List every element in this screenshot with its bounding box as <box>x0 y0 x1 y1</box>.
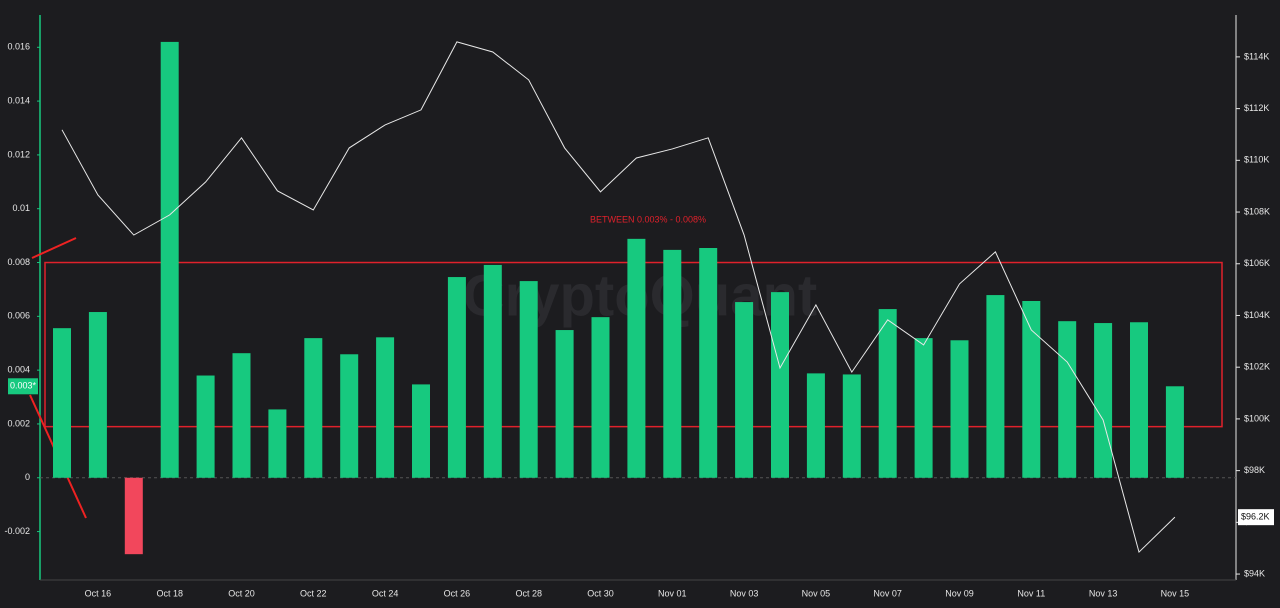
bar <box>806 373 825 478</box>
bar <box>627 238 646 478</box>
y2-tick-label: $106K <box>1244 258 1270 268</box>
x-tick-label: Nov 09 <box>945 588 974 598</box>
bar <box>268 409 287 478</box>
y-tick-label: 0.014 <box>7 95 30 105</box>
x-tick-label: Oct 26 <box>444 588 471 598</box>
bar <box>304 338 323 478</box>
x-tick-label: Nov 07 <box>873 588 902 598</box>
y2-tick-label: $110K <box>1244 155 1269 165</box>
y-tick-label: 0 <box>25 472 30 482</box>
x-tick-label: Nov 15 <box>1161 588 1190 598</box>
bar <box>699 247 718 478</box>
y2-tick-label: $98K <box>1244 465 1265 475</box>
x-tick-label: Oct 22 <box>300 588 327 598</box>
annotation: BETWEEN 0.003% - 0.008% <box>590 214 706 224</box>
y2-tick-label: $112K <box>1244 103 1269 113</box>
price-line <box>61 41 1176 554</box>
bar <box>1058 321 1077 478</box>
current-marker-label: 0.003* <box>10 381 37 391</box>
bar <box>986 295 1005 478</box>
x-tick-label: Nov 03 <box>730 588 759 598</box>
bar <box>878 309 897 478</box>
x-tick-label: Oct 20 <box>228 588 255 598</box>
bar <box>196 375 215 478</box>
x-tick-label: Nov 05 <box>802 588 831 598</box>
bar <box>950 340 969 478</box>
bar <box>53 328 71 478</box>
bar <box>771 292 789 478</box>
bar <box>735 302 754 478</box>
x-tick-label: Oct 18 <box>156 588 183 598</box>
bar <box>124 477 143 555</box>
bar <box>663 249 682 478</box>
x-tick-label: Nov 01 <box>658 588 687 598</box>
y2-tick-label: $104K <box>1244 310 1270 320</box>
x-tick-label: Nov 13 <box>1089 588 1118 598</box>
bar <box>412 384 430 478</box>
y2-tick-label: $100K <box>1244 413 1270 423</box>
x-tick-label: Nov 11 <box>1017 588 1045 598</box>
bar <box>88 312 107 478</box>
bar <box>340 354 359 478</box>
bar <box>1165 386 1184 478</box>
x-tick-label: Oct 30 <box>587 588 614 598</box>
x-tick-label: Oct 28 <box>515 588 542 598</box>
arrow <box>31 237 77 259</box>
bar <box>376 337 395 478</box>
bar <box>591 317 610 478</box>
y2-tick-label: $102K <box>1244 362 1270 372</box>
bar <box>1022 300 1041 478</box>
y2-tick-label: $94K <box>1244 568 1265 578</box>
bar <box>555 330 574 478</box>
x-tick-label: Oct 24 <box>372 588 399 598</box>
bar <box>447 277 466 478</box>
y-tick-label: 0.002 <box>7 418 30 428</box>
price-label-box <box>1238 509 1274 526</box>
bar <box>160 41 179 478</box>
bar <box>842 374 861 478</box>
y2-tick-label: $114K <box>1244 51 1269 61</box>
bar <box>914 338 933 478</box>
bar <box>1130 322 1148 478</box>
y-tick-label: 0.008 <box>7 257 30 267</box>
bar <box>483 264 502 478</box>
y-tick-label: -0.002 <box>4 526 30 536</box>
x-tick-label: Oct 16 <box>85 588 112 598</box>
bar <box>519 281 538 478</box>
y2-tick-label: $108K <box>1244 206 1270 216</box>
y-tick-label: 0.012 <box>7 149 30 159</box>
y-tick-label: 0.006 <box>7 311 30 321</box>
bar <box>232 353 251 478</box>
y-tick-label: 0.004 <box>7 365 30 375</box>
current-marker <box>8 378 38 395</box>
y-tick-label: 0.016 <box>7 42 30 52</box>
y-tick-label: 0.01 <box>12 203 30 213</box>
price-label: $96.2K <box>1241 512 1270 522</box>
bar <box>1094 323 1113 478</box>
